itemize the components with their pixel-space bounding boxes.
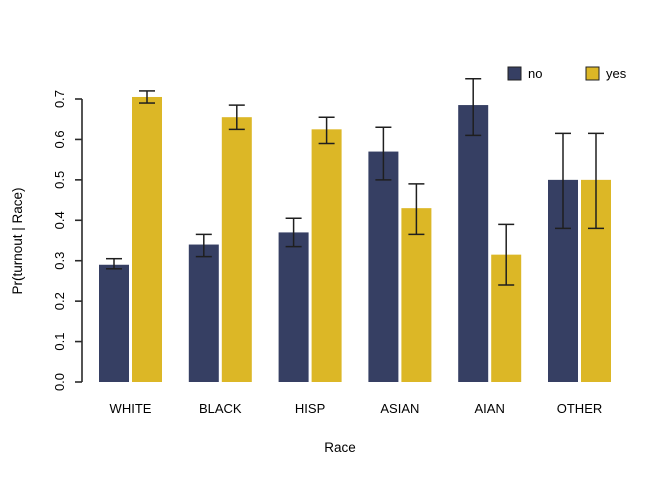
error-bar-no-black — [195, 233, 212, 258]
category-label-white: WHITE — [110, 401, 152, 416]
legend: no yes — [507, 66, 627, 81]
category-label-black: BLACK — [199, 401, 242, 416]
category-label-asian: ASIAN — [380, 401, 419, 416]
error-bar-no-other — [555, 132, 571, 230]
bar-no-hisp — [278, 232, 309, 382]
category-label-aian: AIAN — [475, 401, 505, 416]
bar-no-white — [99, 264, 129, 382]
bar-no-aian — [458, 105, 489, 383]
error-bar-yes-other — [588, 132, 604, 230]
category-label-other: OTHER — [557, 401, 603, 416]
y-axis: 0.0 0.1 0.2 0.3 0.4 0.5 0.6 0.7 — [52, 90, 83, 391]
y-axis-tick-label: 0.0 — [52, 373, 67, 391]
error-bars-layer — [106, 78, 604, 286]
y-axis-tick-label: 0.2 — [52, 292, 67, 310]
error-bar-no-asian — [375, 126, 392, 181]
bar-yes-black — [221, 117, 252, 382]
bar-yes-hisp — [311, 129, 342, 382]
bars-layer — [99, 96, 611, 383]
y-axis-title: Pr(turnout | Race) — [10, 187, 25, 294]
error-bar-yes-hisp — [318, 116, 335, 145]
error-bar-no-white — [106, 257, 122, 270]
y-axis-tick-label: 0.6 — [52, 130, 67, 148]
legend-swatch-no — [507, 66, 522, 81]
y-axis-tick-label: 0.4 — [52, 211, 67, 229]
error-bar-yes-asian — [408, 183, 425, 236]
category-label-hisp: HISP — [295, 401, 325, 416]
y-axis-tick-label: 0.3 — [52, 252, 67, 270]
legend-label-yes: yes — [606, 66, 627, 81]
y-axis-tick-label: 0.5 — [52, 171, 67, 189]
bar-yes-white — [132, 96, 162, 382]
y-axis-tick-label: 0.1 — [52, 333, 67, 351]
legend-label-no: no — [528, 66, 542, 81]
bar-yes-asian — [401, 208, 432, 382]
x-axis-labels: WHITE BLACK HISP ASIAN AIAN OTHER — [110, 401, 603, 416]
error-bar-yes-aian — [498, 223, 515, 286]
error-bar-no-aian — [465, 78, 482, 137]
y-axis-tick-label: 0.7 — [52, 90, 67, 108]
x-axis-title: Race — [324, 440, 356, 455]
legend-swatch-yes — [585, 66, 600, 81]
error-bar-yes-white — [139, 90, 155, 104]
error-bar-no-hisp — [285, 217, 302, 248]
bar-no-asian — [368, 151, 399, 382]
error-bar-yes-black — [228, 104, 245, 131]
bar-no-black — [188, 244, 219, 382]
